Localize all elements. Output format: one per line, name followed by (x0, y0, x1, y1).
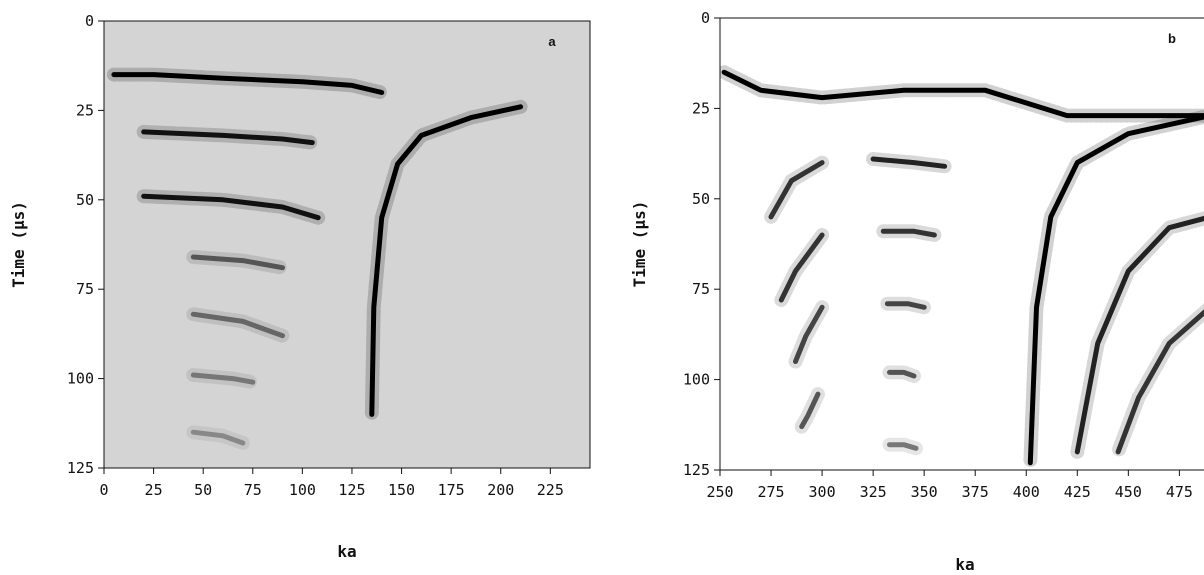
panel-b-x-tick-label: 350 (911, 483, 938, 501)
panel-a-curve-dark-band-18 (111, 72, 385, 95)
panel-b-curve-diag-1 (768, 160, 825, 220)
panel-b-frame (719, 17, 1204, 471)
panel-b-curve-main-hook (1027, 114, 1204, 466)
panel-a-curve-band-67 (190, 254, 285, 271)
panel-a-curve-band-100 (190, 372, 256, 385)
panel-b-y-tick-label: 0 (701, 9, 710, 27)
panel-a-x-tick-label: 150 (388, 481, 415, 499)
panel-b: 250 275 300 325 350 375 400 425 450 475 0 25 50 75 100… (630, 9, 1204, 574)
panel-a-curve-dark-band-50 (141, 193, 321, 221)
panel-a-label: a (548, 34, 556, 49)
panel-a-x-tick-label: 75 (244, 481, 262, 499)
panel-a-x-tick-label: 0 (99, 481, 108, 499)
panel-a-x-tick-label: 225 (537, 481, 564, 499)
panel-b-x-tick-label: 450 (1115, 483, 1142, 501)
panel-b-curve-diag-4 (799, 391, 821, 430)
panel-b-label: b (1168, 31, 1176, 46)
panel-a-y-tick-label: 50 (76, 191, 94, 209)
panel-b-x-tick-label: 300 (809, 483, 836, 501)
panel-b-curve-band-40 (870, 156, 948, 169)
panel-b-curve-band-118 (887, 442, 919, 451)
panel-b-y-tick-label: 125 (683, 461, 710, 479)
panel-a-x-tick-label: 100 (289, 481, 316, 499)
panel-b-y-tick-label: 25 (692, 99, 710, 117)
panel-b-y-axis-title: Time (µs) (630, 201, 649, 288)
panel-b-curves (720, 65, 1204, 470)
panel-a-y-tick-label: 0 (85, 12, 94, 30)
panel-b-y-tick-label: 50 (692, 190, 710, 208)
panel-b-curve-outer-hook-1 (1074, 215, 1204, 455)
panel-b-curve-band-98 (887, 369, 917, 379)
panel-a-x-tick-label: 175 (438, 481, 465, 499)
panel-a-x-axis-title: ka (337, 542, 356, 561)
panel-a-frame (103, 20, 591, 469)
panel-a-x-tick-label: 200 (487, 481, 514, 499)
panel-b-y-tick-label: 100 (683, 371, 710, 389)
panel-a-x-tick-label: 25 (145, 481, 163, 499)
panel-a-y-tick-label: 25 (76, 101, 94, 119)
panel-a-y-axis-title: Time (µs) (9, 201, 28, 288)
panel-a-plot-background (104, 21, 590, 468)
panel-b-x-tick-label: 375 (962, 483, 989, 501)
panel-a-x-tick-label: 125 (338, 481, 365, 499)
panel-b-x-tick-label: 325 (860, 483, 887, 501)
panel-b-curve-outer-hook-2 (1115, 309, 1204, 455)
panel-b-x-tick-label: 475 (1166, 483, 1193, 501)
panel-b-x-tick-label: 425 (1064, 483, 1091, 501)
panel-a-curves (106, 67, 528, 450)
panel-a-y-tick-label: 75 (76, 280, 94, 298)
panel-a: 0 25 50 75 100 125 150 175 200 225 0 25 50 75 100 125 ka… (9, 12, 591, 561)
panel-a-curve-band-117 (190, 429, 246, 446)
panel-b-curve-band-60 (880, 228, 937, 238)
panel-b-x-tick-label: 250 (706, 483, 733, 501)
panel-a-curve-dark-band-34 (141, 129, 315, 146)
panel-b-y-tick-label: 75 (692, 280, 710, 298)
panel-b-curve-diag-2 (778, 232, 825, 303)
panel-a-y-tick-label: 125 (67, 459, 94, 477)
panel-b-x-tick-label: 275 (757, 483, 784, 501)
panel-a-y-tick-label: 100 (67, 370, 94, 388)
panel-a-x-tick-label: 50 (194, 481, 212, 499)
panel-a-curve-hook (369, 104, 524, 417)
panel-a-curve-band-84 (190, 311, 285, 339)
panel-b-curve-diag-3 (793, 304, 825, 364)
panel-b-x-axis-title: ka (955, 555, 974, 574)
panel-b-curve-band-80 (884, 301, 927, 310)
panel-b-curve-top-band (721, 69, 1204, 119)
panel-b-x-tick-label: 400 (1013, 483, 1040, 501)
